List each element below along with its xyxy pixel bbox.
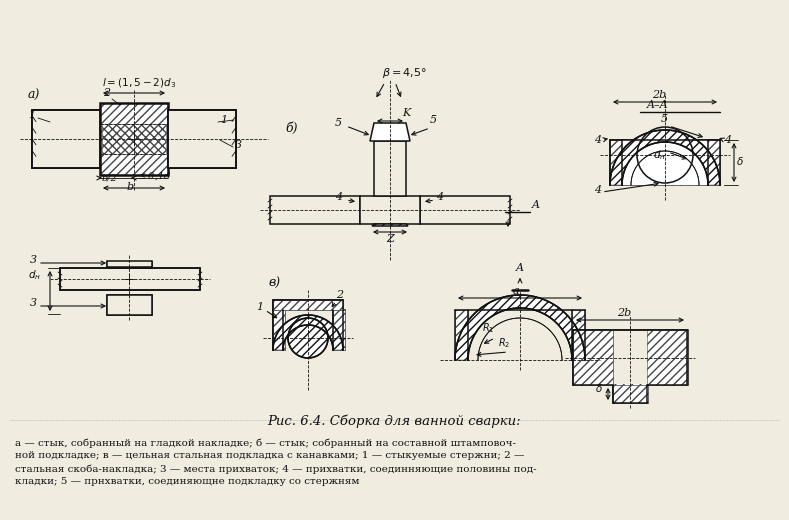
- Bar: [100, 103, 168, 175]
- Text: кладки; 5 — прнхватки, соединяющне подкладку со стержням: кладки; 5 — прнхватки, соединяющне подкл…: [15, 477, 360, 486]
- Text: 3: 3: [235, 140, 242, 150]
- Text: Z: Z: [386, 234, 394, 244]
- Text: а — стык, собранный на гладкой накладке; б — стык; собранный на составной штампо: а — стык, собранный на гладкой накладке;…: [15, 438, 516, 448]
- Text: $R_2$: $R_2$: [498, 336, 510, 350]
- Bar: [32, 110, 100, 168]
- Text: в): в): [268, 277, 280, 290]
- Text: $\delta$: $\delta$: [736, 155, 744, 167]
- Text: 1: 1: [220, 115, 227, 125]
- Text: $\delta$: $\delta$: [595, 382, 603, 394]
- Bar: [572, 310, 585, 360]
- Text: K: K: [402, 108, 410, 118]
- Bar: [622, 140, 708, 185]
- Text: 2: 2: [336, 290, 343, 300]
- Text: $\beta = 4{,}5°$: $\beta = 4{,}5°$: [382, 66, 427, 80]
- Text: 3: 3: [30, 255, 37, 265]
- Bar: [610, 140, 720, 185]
- Bar: [60, 268, 200, 290]
- Polygon shape: [370, 123, 410, 141]
- Text: 5: 5: [661, 114, 668, 124]
- Text: а): а): [28, 89, 40, 102]
- Bar: [168, 110, 236, 168]
- Text: 2: 2: [103, 88, 110, 98]
- Bar: [273, 300, 343, 310]
- Bar: [613, 385, 648, 403]
- Text: 4: 4: [594, 135, 601, 145]
- Text: b/2: b/2: [102, 173, 118, 182]
- Text: стальная скоба-накладка; 3 — места прихваток; 4 — прихватки, соединняющие полови: стальная скоба-накладка; 3 — места прихв…: [15, 464, 537, 474]
- Text: 5: 5: [335, 118, 342, 128]
- Bar: [573, 330, 613, 385]
- Bar: [420, 196, 510, 224]
- Bar: [107, 262, 152, 268]
- Text: b: b: [126, 182, 133, 192]
- Bar: [613, 385, 648, 403]
- Bar: [614, 331, 647, 384]
- Bar: [647, 330, 687, 385]
- Bar: [613, 330, 648, 385]
- Text: 4: 4: [594, 185, 601, 195]
- Text: A: A: [516, 263, 524, 273]
- Bar: [107, 295, 152, 315]
- Bar: [455, 310, 468, 360]
- Bar: [273, 310, 285, 350]
- Bar: [273, 310, 285, 350]
- Text: a: a: [513, 286, 519, 296]
- Bar: [622, 140, 708, 185]
- Text: 1: 1: [256, 302, 263, 312]
- Bar: [374, 141, 406, 196]
- Polygon shape: [610, 130, 720, 185]
- Text: 2b: 2b: [652, 90, 666, 100]
- Bar: [102, 124, 166, 154]
- Bar: [107, 295, 152, 315]
- Text: Рис. 6.4. Сборка для ванной сварки:: Рис. 6.4. Сборка для ванной сварки:: [267, 414, 521, 428]
- Text: A–A: A–A: [647, 100, 668, 110]
- Bar: [333, 310, 345, 350]
- Bar: [610, 140, 720, 185]
- Polygon shape: [455, 295, 585, 360]
- Bar: [360, 196, 420, 224]
- Bar: [32, 110, 100, 168]
- Bar: [270, 196, 360, 224]
- Bar: [273, 300, 343, 310]
- Bar: [573, 330, 613, 385]
- Bar: [168, 110, 236, 168]
- Text: 3: 3: [30, 298, 37, 308]
- Bar: [573, 330, 688, 385]
- Text: б): б): [285, 122, 297, 135]
- Text: 5: 5: [430, 115, 437, 125]
- Text: $R_1$: $R_1$: [482, 321, 495, 335]
- Text: $l = (1,5-2)d_3$: $l = (1,5-2)d_3$: [102, 76, 176, 90]
- Text: $d_н$: $d_н$: [28, 268, 41, 282]
- Text: ной подкладке; в — цельная стальная подкладка с канавками; 1 — стыкуемые стержни: ной подкладке; в — цельная стальная подк…: [15, 451, 525, 460]
- Text: 4: 4: [335, 192, 342, 202]
- Text: $\leq$0,1d: $\leq$0,1d: [136, 171, 171, 182]
- Bar: [100, 103, 168, 175]
- Text: 1: 1: [28, 110, 36, 120]
- Bar: [647, 330, 687, 385]
- Bar: [333, 310, 345, 350]
- Text: A: A: [532, 200, 540, 210]
- Text: 2b: 2b: [617, 308, 631, 318]
- Text: $d_н$: $d_н$: [653, 148, 667, 162]
- Polygon shape: [372, 224, 408, 226]
- Text: 4: 4: [724, 135, 731, 145]
- Polygon shape: [273, 315, 343, 350]
- Circle shape: [288, 318, 328, 358]
- Bar: [107, 261, 152, 267]
- Text: 4: 4: [436, 192, 443, 202]
